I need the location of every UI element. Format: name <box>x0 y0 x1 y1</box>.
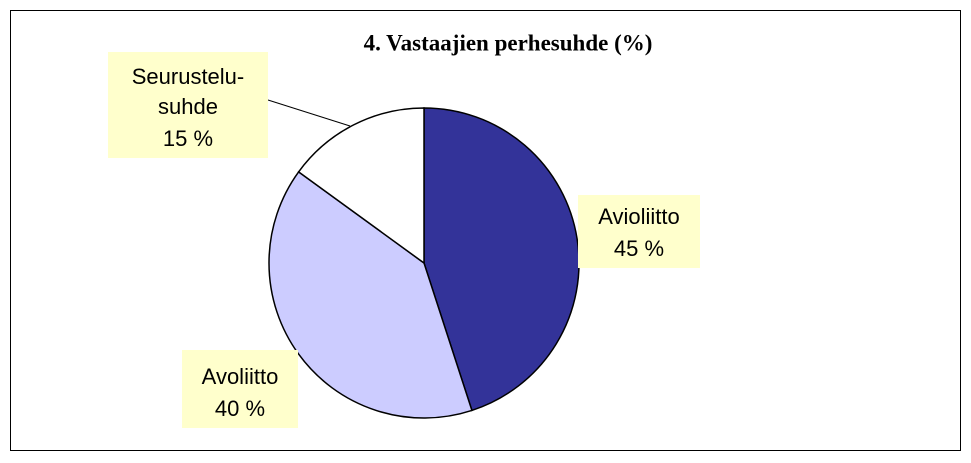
value-label: 15 % <box>163 126 213 151</box>
category-label: Avioliitto <box>598 204 680 229</box>
pie-slice <box>297 107 425 265</box>
leader-line <box>267 99 351 127</box>
label-box <box>578 195 700 268</box>
value-label: 40 % <box>215 396 265 421</box>
chart-title: 4. Vastaajien perhesuhde (%) <box>364 30 653 55</box>
category-label: Seurustelu-suhde <box>132 64 245 119</box>
pie-slice <box>268 170 473 419</box>
category-label: Avoliitto <box>202 364 279 389</box>
pie-slice <box>423 107 580 412</box>
label-box <box>182 350 298 428</box>
label-box <box>108 52 268 158</box>
value-label: 45 % <box>614 236 664 261</box>
